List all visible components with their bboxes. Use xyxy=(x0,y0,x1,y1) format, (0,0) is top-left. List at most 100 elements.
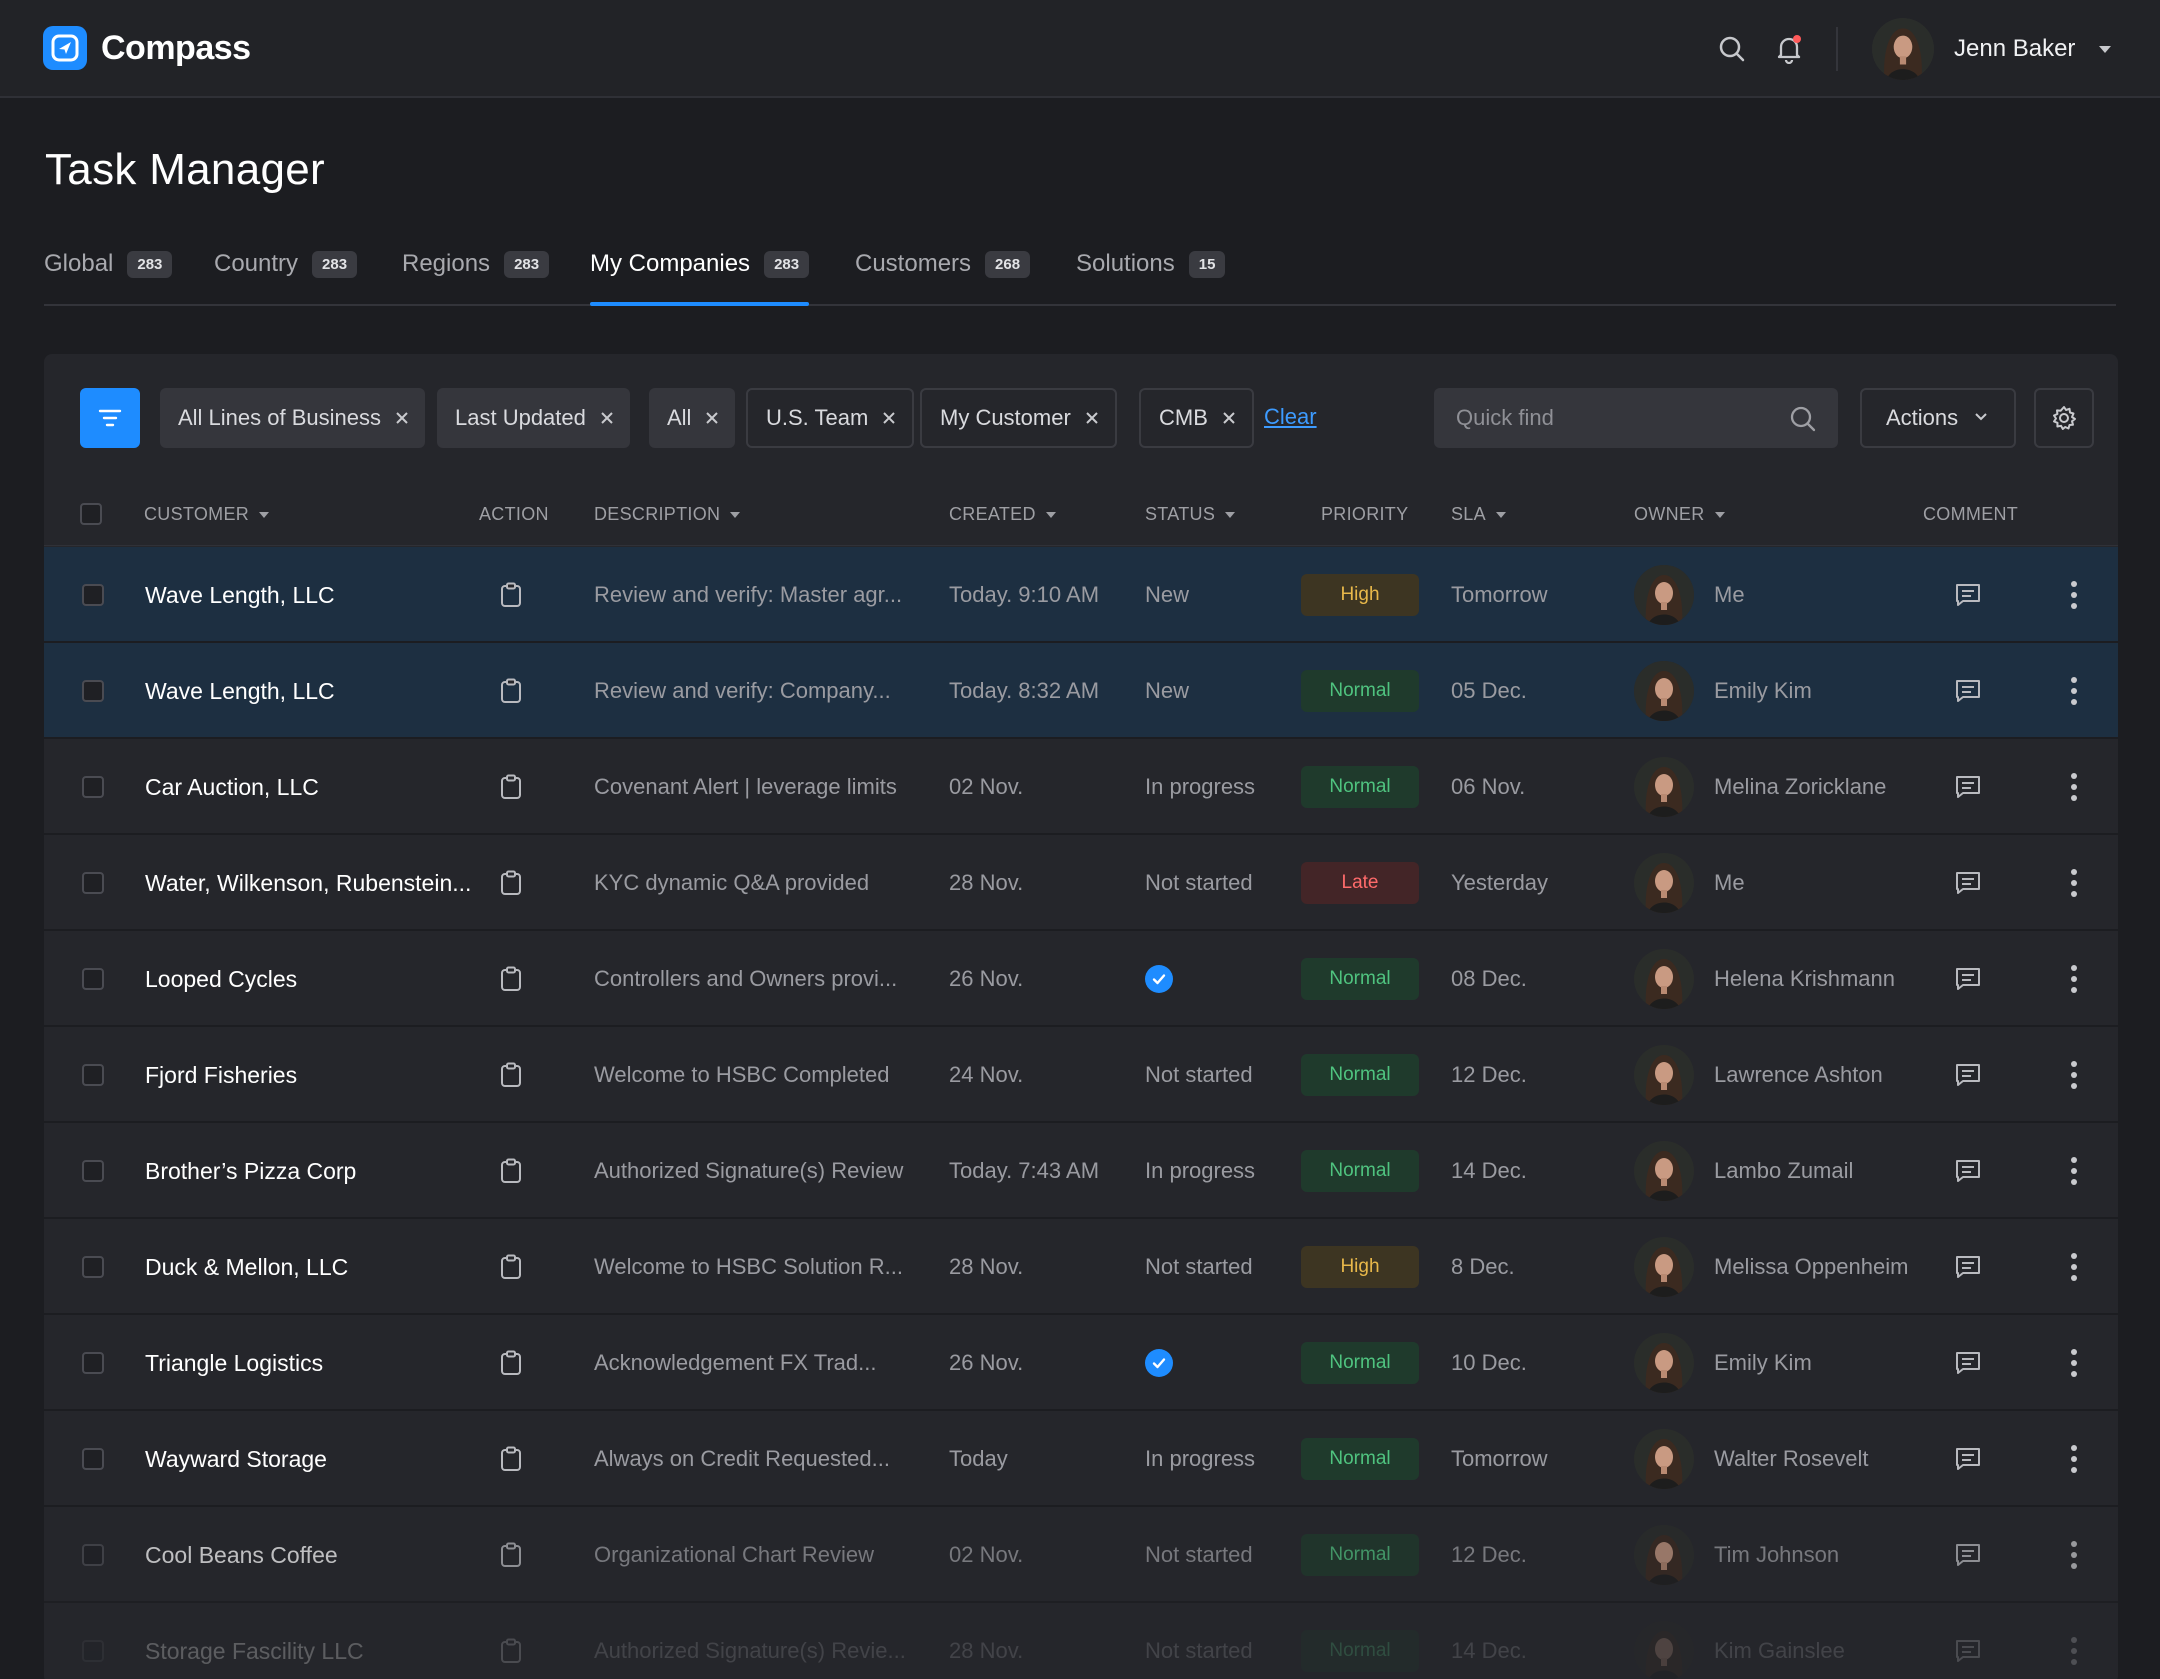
clipboard-icon[interactable] xyxy=(499,1603,523,1679)
row-checkbox[interactable] xyxy=(82,1256,104,1278)
more-options-icon[interactable] xyxy=(2064,1123,2084,1219)
customer-name[interactable]: Duck & Mellon, LLC xyxy=(145,1253,349,1280)
filter-chip-all[interactable]: All xyxy=(649,388,736,448)
clipboard-icon[interactable] xyxy=(499,1123,523,1219)
tab-customers[interactable]: Customers 268 xyxy=(855,248,1031,304)
customer-name[interactable]: Looped Cycles xyxy=(145,965,298,992)
row-checkbox[interactable] xyxy=(82,1640,104,1662)
close-icon[interactable] xyxy=(395,411,409,425)
table-row[interactable]: Wayward Storage Always on Credit Requeste… xyxy=(44,1411,2118,1507)
customer-name[interactable]: Triangle Logistics xyxy=(145,1349,324,1376)
table-row[interactable]: Cool Beans Coffee Organizational Chart Re… xyxy=(44,1507,2118,1603)
column-header-status[interactable]: STATUS xyxy=(1145,504,1236,525)
row-checkbox[interactable] xyxy=(82,680,104,702)
comment-icon[interactable] xyxy=(1954,1507,1982,1603)
comment-icon[interactable] xyxy=(1954,1315,1982,1411)
close-icon[interactable] xyxy=(1222,411,1236,425)
tab-country[interactable]: Country 283 xyxy=(214,248,358,304)
more-options-icon[interactable] xyxy=(2064,1315,2084,1411)
clipboard-icon[interactable] xyxy=(499,1507,523,1603)
clear-filters-link[interactable]: Clear xyxy=(1264,404,1317,429)
clipboard-icon[interactable] xyxy=(499,1027,523,1123)
user-menu[interactable]: Jenn Baker xyxy=(1872,18,2112,80)
clipboard-icon[interactable] xyxy=(499,1315,523,1411)
customer-name[interactable]: Wave Length, LLC xyxy=(145,581,335,608)
clipboard-icon[interactable] xyxy=(499,835,523,931)
row-checkbox[interactable] xyxy=(82,1448,104,1470)
tab-global[interactable]: Global 283 xyxy=(44,248,173,304)
comment-icon[interactable] xyxy=(1954,643,1982,739)
table-row[interactable]: Looped Cycles Controllers and Owners prov… xyxy=(44,931,2118,1027)
more-options-icon[interactable] xyxy=(2064,547,2084,643)
filter-chip-lines-of-business[interactable]: All Lines of Business xyxy=(160,388,425,448)
customer-name[interactable]: Car Auction, LLC xyxy=(145,773,319,800)
search-icon[interactable] xyxy=(1715,32,1749,66)
tab-my-companies[interactable]: My Companies 283 xyxy=(590,248,810,306)
more-options-icon[interactable] xyxy=(2064,643,2084,739)
filter-chip-us-team[interactable]: U.S. Team xyxy=(746,388,915,448)
table-row[interactable]: Wave Length, LLC Review and verify: Compa… xyxy=(44,643,2118,739)
clipboard-icon[interactable] xyxy=(499,643,523,739)
row-checkbox[interactable] xyxy=(82,1544,104,1566)
customer-name[interactable]: Wave Length, LLC xyxy=(145,677,335,704)
customer-name[interactable]: Water, Wilkenson, Rubenstein... xyxy=(145,869,472,896)
select-all-checkbox[interactable] xyxy=(80,503,102,525)
clipboard-icon[interactable] xyxy=(499,1219,523,1315)
table-row[interactable]: Duck & Mellon, LLC Welcome to HSBC Soluti… xyxy=(44,1219,2118,1315)
clipboard-icon[interactable] xyxy=(499,931,523,1027)
column-header-created[interactable]: CREATED xyxy=(949,504,1056,525)
column-header-description[interactable]: DESCRIPTION xyxy=(594,504,741,525)
clipboard-icon[interactable] xyxy=(499,1411,523,1507)
row-checkbox[interactable] xyxy=(82,1352,104,1374)
tab-solutions[interactable]: Solutions 15 xyxy=(1076,248,1226,304)
column-header-sla[interactable]: SLA xyxy=(1451,504,1506,525)
close-icon[interactable] xyxy=(705,411,719,425)
comment-icon[interactable] xyxy=(1954,547,1982,643)
row-checkbox[interactable] xyxy=(82,584,104,606)
comment-icon[interactable] xyxy=(1954,1411,1982,1507)
more-options-icon[interactable] xyxy=(2064,1027,2084,1123)
more-options-icon[interactable] xyxy=(2064,1507,2084,1603)
table-row[interactable]: Car Auction, LLC Covenant Alert | leverag… xyxy=(44,739,2118,835)
clipboard-icon[interactable] xyxy=(499,547,523,643)
comment-icon[interactable] xyxy=(1954,1219,1982,1315)
more-options-icon[interactable] xyxy=(2064,931,2084,1027)
row-checkbox[interactable] xyxy=(82,1160,104,1182)
close-icon[interactable] xyxy=(1085,411,1099,425)
table-row[interactable]: Water, Wilkenson, Rubenstein... KYC dynam… xyxy=(44,835,2118,931)
table-row[interactable]: Triangle Logistics Acknowledgement FX Tra… xyxy=(44,1315,2118,1411)
comment-icon[interactable] xyxy=(1954,1027,1982,1123)
more-options-icon[interactable] xyxy=(2064,1603,2084,1679)
clipboard-icon[interactable] xyxy=(499,739,523,835)
column-header-customer[interactable]: CUSTOMER xyxy=(144,504,270,525)
filter-chip-cmb[interactable]: CMB xyxy=(1139,388,1254,448)
table-row[interactable]: Fjord Fisheries Welcome to HSBC Completed… xyxy=(44,1027,2118,1123)
row-checkbox[interactable] xyxy=(82,1064,104,1086)
customer-name[interactable]: Brother’s Pizza Corp xyxy=(145,1157,357,1184)
customer-name[interactable]: Storage Fascility LLC xyxy=(145,1637,364,1664)
settings-button[interactable] xyxy=(2034,388,2094,448)
more-options-icon[interactable] xyxy=(2064,835,2084,931)
customer-name[interactable]: Cool Beans Coffee xyxy=(145,1541,338,1568)
table-row[interactable]: Brother’s Pizza Corp Authorized Signature… xyxy=(44,1123,2118,1219)
more-options-icon[interactable] xyxy=(2064,1411,2084,1507)
comment-icon[interactable] xyxy=(1954,1603,1982,1679)
notification-bell-icon[interactable] xyxy=(1772,32,1806,66)
tab-regions[interactable]: Regions 283 xyxy=(402,248,550,304)
column-header-owner[interactable]: OWNER xyxy=(1634,504,1725,525)
comment-icon[interactable] xyxy=(1954,931,1982,1027)
row-checkbox[interactable] xyxy=(82,776,104,798)
quick-find-input[interactable] xyxy=(1434,388,1838,448)
comment-icon[interactable] xyxy=(1954,835,1982,931)
app-logo[interactable]: Compass xyxy=(43,26,251,70)
row-checkbox[interactable] xyxy=(82,872,104,894)
close-icon[interactable] xyxy=(882,411,896,425)
row-checkbox[interactable] xyxy=(82,968,104,990)
close-icon[interactable] xyxy=(600,411,614,425)
table-row[interactable]: Wave Length, LLC Review and verify: Maste… xyxy=(44,547,2118,643)
more-options-icon[interactable] xyxy=(2064,1219,2084,1315)
customer-name[interactable]: Wayward Storage xyxy=(145,1445,327,1472)
more-options-icon[interactable] xyxy=(2064,739,2084,835)
filter-button[interactable] xyxy=(80,388,140,448)
comment-icon[interactable] xyxy=(1954,1123,1982,1219)
